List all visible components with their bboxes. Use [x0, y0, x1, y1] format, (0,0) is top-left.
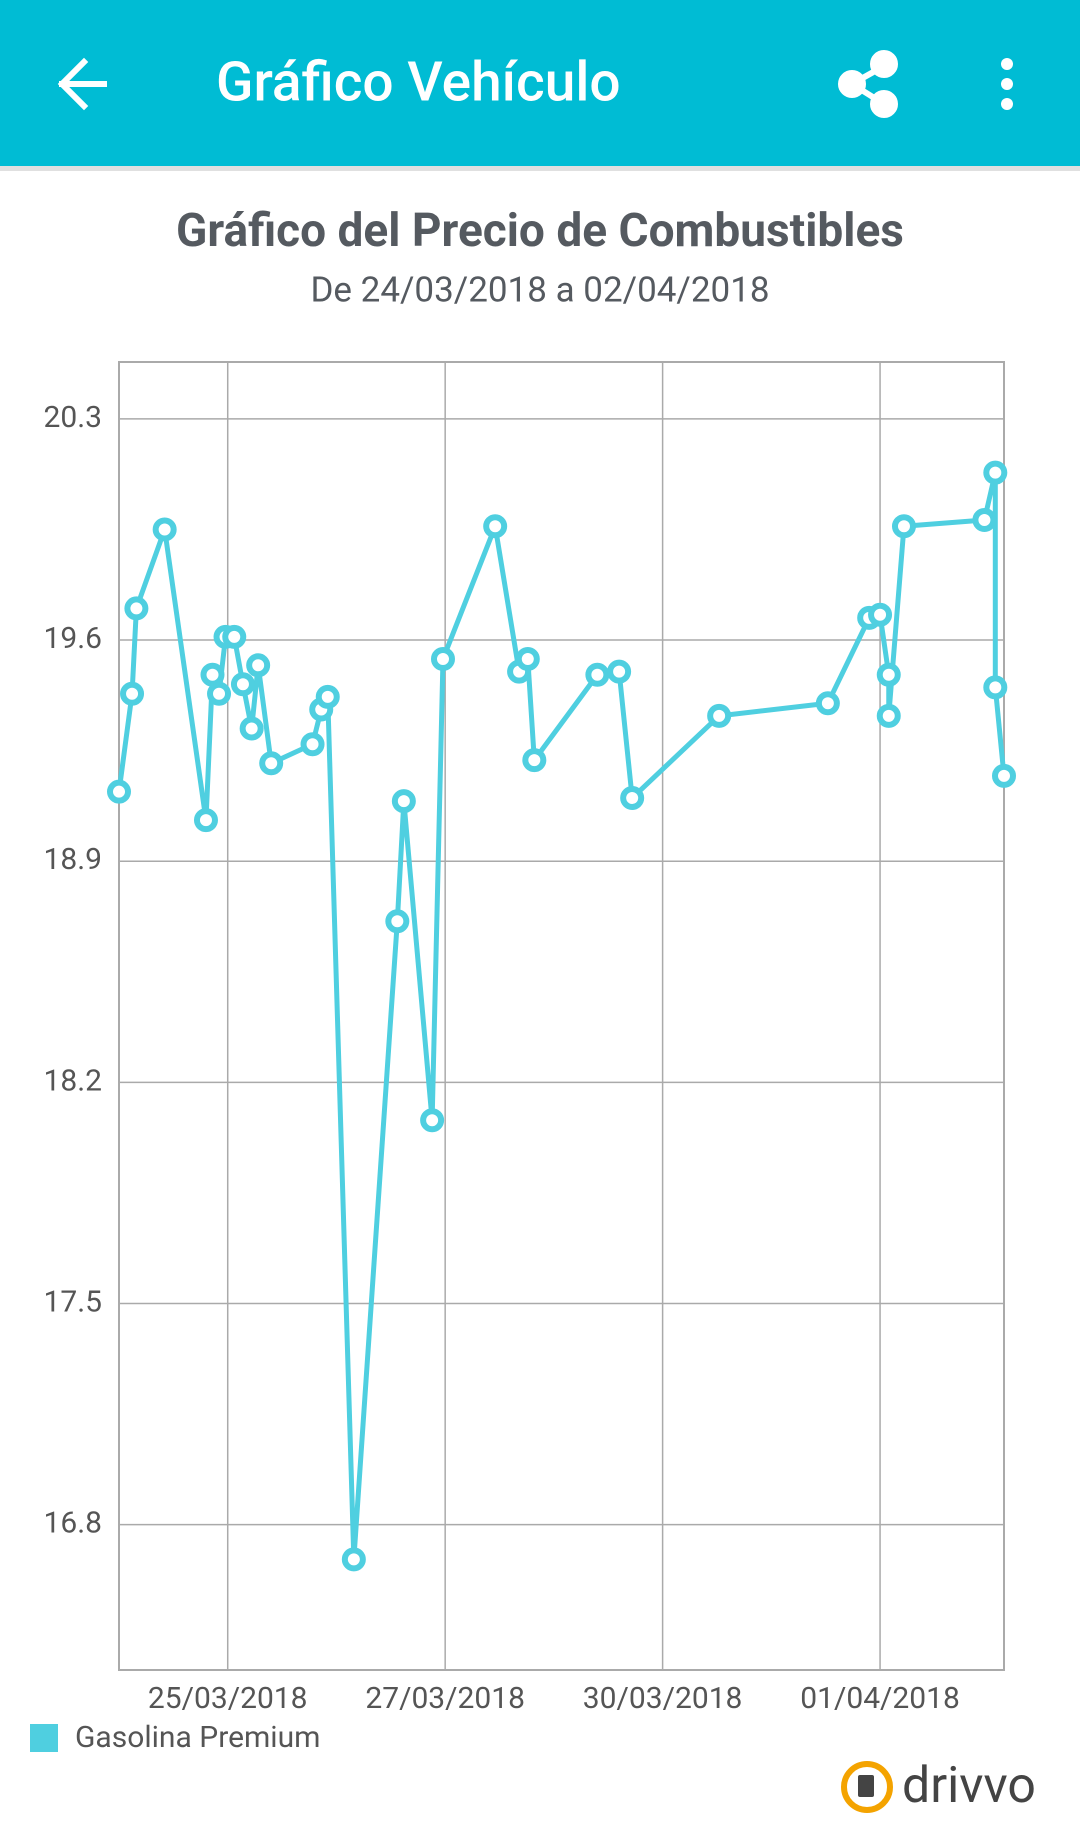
data-point — [620, 786, 645, 810]
data-point — [246, 653, 271, 678]
app-bar-shadow — [0, 166, 1080, 171]
data-point — [230, 672, 255, 697]
data-point — [430, 646, 455, 671]
data-point — [483, 514, 508, 539]
chart-subtitle: De 24/03/2018 a 02/04/2018 — [310, 269, 769, 310]
data-point — [200, 662, 225, 687]
data-point — [972, 507, 997, 532]
x-tick-label: 01/04/2018 — [800, 1681, 960, 1716]
data-point — [522, 748, 547, 773]
data-point — [707, 703, 732, 728]
app-bar — [0, 0, 1080, 166]
data-point — [876, 703, 901, 728]
data-point — [391, 789, 416, 814]
chart-title: Gráfico del Precio de Combustibles — [176, 204, 904, 258]
data-point — [815, 691, 840, 716]
data-point — [300, 732, 325, 757]
data-point — [515, 646, 540, 671]
data-point — [120, 681, 145, 706]
menu-button[interactable] — [1001, 58, 1013, 110]
data-point — [385, 909, 410, 934]
x-tick-label: 30/03/2018 — [583, 1681, 743, 1716]
plot-border — [118, 361, 1005, 1671]
data-point — [876, 662, 901, 687]
x-tick-label: 27/03/2018 — [365, 1681, 525, 1716]
legend-swatch — [30, 1724, 58, 1752]
data-point — [983, 460, 1008, 485]
data-point — [259, 751, 284, 776]
back-button[interactable] — [57, 57, 107, 111]
data-point — [891, 514, 916, 539]
data-point — [992, 763, 1016, 788]
data-point — [152, 517, 177, 542]
data-point — [239, 716, 264, 741]
x-tick-label: 25/03/2018 — [148, 1681, 308, 1716]
y-tick-label: 18.2 — [44, 1063, 103, 1098]
data-point — [193, 808, 218, 833]
data-point — [420, 1108, 445, 1133]
data-point — [107, 779, 131, 804]
logo: drivvo — [841, 1757, 1036, 1815]
y-tick-label: 16.8 — [44, 1506, 103, 1541]
data-point — [207, 681, 232, 706]
data-point — [222, 624, 247, 649]
logo-text: drivvo — [902, 1757, 1036, 1815]
y-tick-label: 19.6 — [44, 621, 103, 656]
y-tick-label: 17.5 — [44, 1284, 103, 1319]
data-point — [341, 1547, 366, 1572]
app-title: Gráfico Vehículo — [216, 51, 621, 115]
data-point — [607, 659, 632, 684]
series-line — [116, 470, 1007, 1562]
y-tick-label: 18.9 — [44, 842, 103, 877]
data-point — [315, 684, 340, 709]
data-point — [585, 662, 610, 687]
data-point — [868, 602, 893, 627]
legend-label: Gasolina Premium — [75, 1720, 320, 1755]
y-tick-label: 20.3 — [44, 400, 103, 435]
data-point — [983, 675, 1008, 700]
data-point — [124, 596, 149, 621]
share-button[interactable] — [838, 50, 898, 118]
